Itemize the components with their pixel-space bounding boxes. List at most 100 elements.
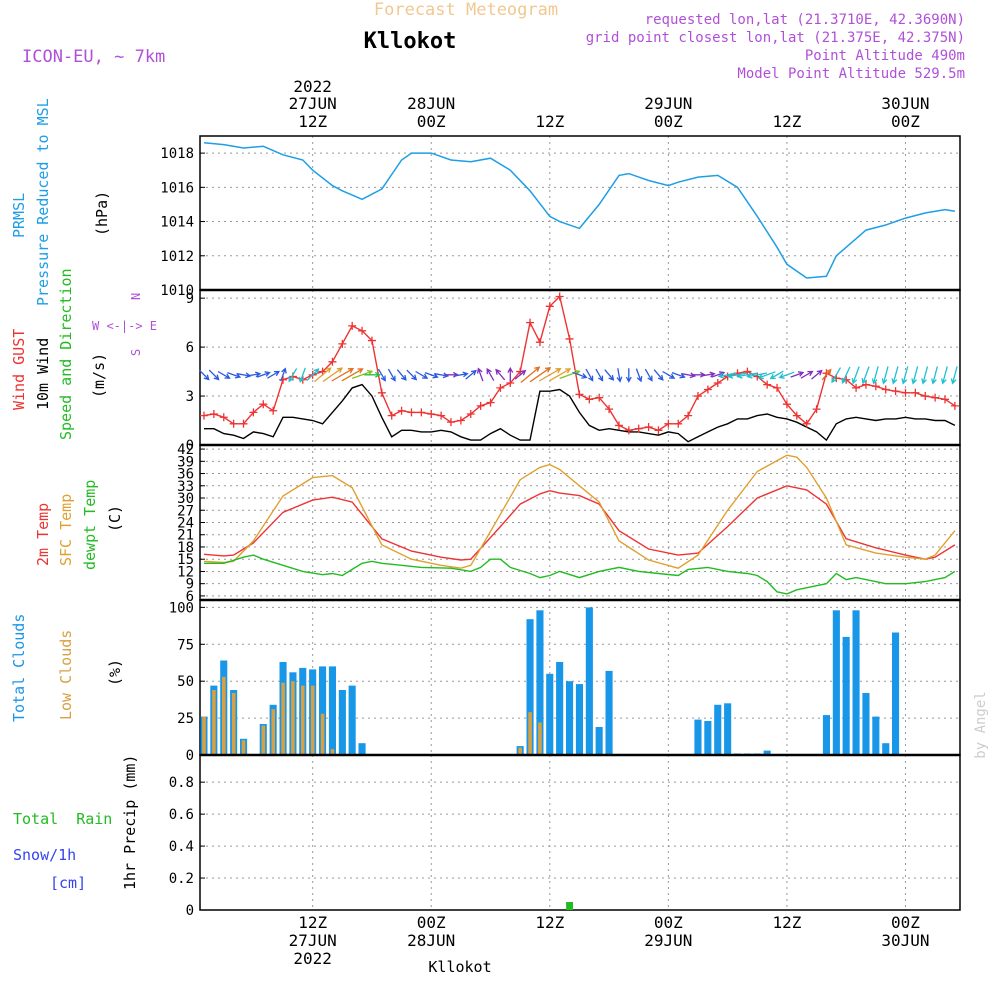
panel-background: [200, 755, 960, 910]
gust-marker: [348, 321, 357, 330]
sfc-temp-label: SFC Temp: [57, 494, 75, 566]
wind-direction-arrow: [701, 371, 716, 378]
wind-direction-arrow: [424, 371, 439, 379]
wind-direction-arrow: [322, 367, 344, 383]
footer-location: Kllokot: [428, 958, 491, 976]
wind-direction-arrow: [267, 370, 281, 379]
gust-marker: [496, 383, 505, 392]
wind-direction-arrow: [831, 367, 842, 384]
snow-label: Snow/1h: [13, 846, 76, 864]
total-cloud-bar: [872, 716, 880, 755]
gust-marker: [447, 418, 455, 427]
wind-direction-arrow: [671, 371, 686, 379]
model-label: ICON-EU, ~ 7km: [22, 47, 165, 67]
compass-west-east: W <-|-> E: [92, 319, 157, 333]
wind-speed-dir-label: Speed and Direction: [57, 268, 75, 440]
low-cloud-bar: [538, 722, 542, 755]
product-title: Forecast Meteogram: [374, 0, 558, 20]
clouds-panel: 0 25 50 75 100: [169, 599, 961, 764]
wind-direction-arrow: [841, 366, 851, 385]
dewpt-temp-label: dewpt Temp: [81, 480, 99, 570]
wind-direction-arrow: [246, 371, 262, 378]
wind-direction-arrow: [736, 372, 758, 379]
wind-direction-arrow: [681, 372, 697, 379]
gust-marker: [585, 395, 594, 404]
prmsl-label: PRMSL: [10, 193, 28, 238]
top-hour-label: 00Z: [417, 112, 446, 131]
total-cloud-bar: [882, 743, 890, 755]
gust-marker: [950, 401, 959, 410]
wind-direction-arrow: [940, 366, 948, 385]
top-hour-label: 12Z: [298, 112, 327, 131]
y-tick-label: 30: [177, 491, 194, 507]
gust-marker: [437, 411, 446, 420]
wind-direction-arrow: [595, 368, 604, 382]
y-tick-label: 0.4: [169, 839, 194, 855]
total-cloud-bar: [605, 670, 613, 755]
wind-direction-arrow: [351, 369, 374, 380]
y-tick-label: 75: [177, 637, 194, 653]
y-tick-label: 24: [177, 516, 194, 532]
low-cloud-bar: [281, 682, 285, 755]
low-cloud-bar: [528, 712, 532, 755]
low-cloud-bar: [271, 709, 275, 755]
y-tick-label: 25: [177, 711, 194, 727]
wind-panel: 0 3 6 9: [186, 289, 961, 454]
gust-marker: [684, 411, 693, 420]
gust-marker: [427, 410, 436, 418]
total-cloud-bar: [566, 681, 574, 755]
wind-direction-arrow: [644, 368, 653, 382]
snow-unit-label: [cm]: [50, 874, 86, 892]
y-tick-label: 27: [177, 503, 194, 519]
low-cloud-bar: [518, 747, 522, 755]
wind-direction-arrow: [769, 370, 784, 380]
bottom-date-label: 28JUN: [407, 931, 455, 950]
pressure-msl-label: Pressure Reduced to MSL: [34, 98, 52, 306]
pressure-line: [203, 142, 956, 279]
wind-direction-arrow: [746, 372, 768, 379]
total-cloud-bar: [536, 610, 544, 755]
y-tick-label: 50: [177, 674, 194, 690]
gust-marker: [802, 419, 811, 428]
wind-direction-arrow: [891, 366, 899, 385]
gust-marker: [694, 392, 702, 401]
gust-marker: [703, 385, 712, 394]
y-tick-label: 18: [177, 540, 194, 556]
wind-direction-arrow: [778, 371, 795, 379]
wind-direction-arrow: [415, 370, 429, 379]
gust-marker: [466, 410, 475, 418]
top-hour-label: 12Z: [772, 112, 801, 131]
gust-marker: [219, 413, 228, 422]
wind-direction-arrow: [901, 366, 909, 385]
wind-direction-arrow: [288, 368, 298, 383]
time-axis: 202227JUN12Z12Z27JUN202228JUN00Z00Z28JUN…: [289, 77, 930, 968]
total-cloud-bar: [526, 619, 534, 755]
low-cloud-bar: [310, 685, 315, 755]
gust-marker: [871, 382, 880, 391]
wind-direction-arrow: [931, 366, 939, 385]
celsius-unit-label: (C): [106, 505, 124, 532]
gust-marker: [812, 405, 821, 414]
total-cloud-bar: [348, 685, 356, 755]
wind-direction-arrow: [331, 368, 355, 382]
wind-direction-arrow: [821, 368, 832, 381]
wind-direction-arrow: [811, 369, 823, 380]
y-tick-label: 6: [186, 589, 194, 605]
gust-marker: [259, 400, 268, 409]
low-cloud-bar: [222, 676, 226, 755]
wind-direction-arrow: [454, 371, 469, 378]
requested-coords: requested lon,lat (21.3710E, 42.3690N): [645, 12, 965, 28]
wind-direction-arrow: [208, 369, 220, 381]
gust-marker: [476, 401, 485, 410]
low-cloud-bar: [320, 713, 325, 755]
gust-marker: [891, 387, 900, 396]
wind-direction-arrow: [950, 366, 958, 385]
total-cloud-bar: [832, 610, 840, 755]
model-altitude: Model Point Altitude 529.5m: [737, 66, 965, 82]
wind-direction-arrow: [406, 369, 418, 381]
total-cloud-bar: [892, 632, 900, 755]
wind-direction-arrow: [653, 369, 664, 381]
compass-south: S: [129, 349, 143, 356]
